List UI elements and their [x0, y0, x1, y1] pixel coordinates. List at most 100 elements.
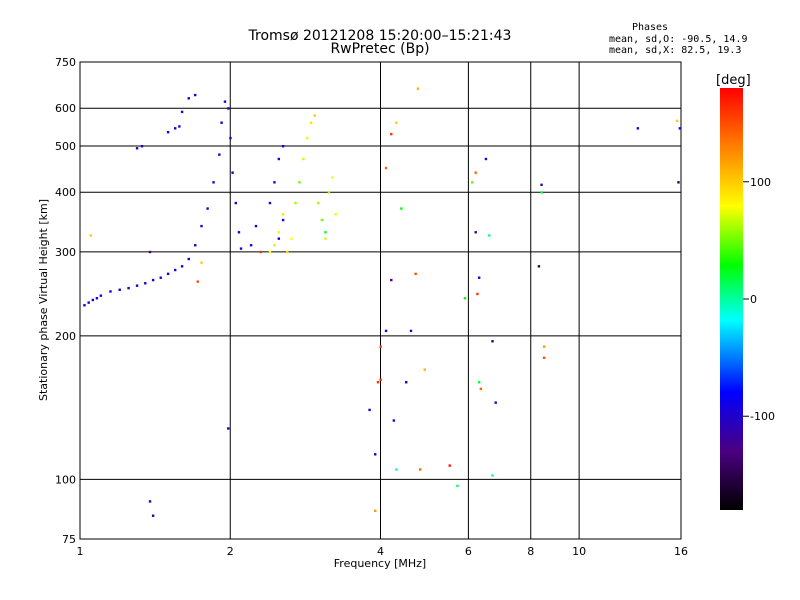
data-point	[448, 464, 451, 467]
data-point	[477, 381, 481, 384]
data-point	[237, 231, 241, 234]
chart-subtitle: RwPretec (Bp)	[330, 41, 429, 57]
x-tick-label: 6	[465, 545, 472, 558]
x-tick-label: 10	[572, 545, 586, 558]
data-point	[83, 304, 86, 307]
colorbar-gradient	[720, 88, 743, 510]
data-point	[281, 213, 285, 216]
data-point	[200, 261, 203, 264]
data-point	[173, 127, 177, 130]
colorbar: [deg] 100 0 -100	[716, 73, 775, 510]
data-point	[180, 110, 184, 114]
data-point	[180, 265, 184, 268]
data-point	[218, 153, 221, 156]
x-tick-label: 8	[527, 545, 534, 558]
data-point	[542, 356, 546, 360]
data-point	[151, 278, 155, 282]
data-point	[384, 166, 388, 170]
data-point	[456, 484, 459, 488]
y-tick-label: 400	[55, 186, 76, 199]
data-point	[268, 201, 272, 205]
data-point	[286, 250, 289, 254]
data-point	[334, 213, 337, 216]
data-point	[324, 237, 327, 240]
data-point	[89, 234, 92, 237]
data-point	[491, 340, 494, 343]
data-point	[409, 329, 413, 333]
data-point	[400, 207, 403, 210]
data-point	[118, 288, 121, 291]
data-point	[463, 297, 467, 300]
scatter-points	[83, 87, 682, 517]
data-point	[320, 218, 324, 222]
data-point	[374, 509, 377, 513]
x-axis-ticks: 1 2 4 6 8 10 16	[77, 545, 689, 558]
y-axis-label: Stationary phase Virtual Height [km]	[37, 199, 50, 401]
data-point	[392, 419, 396, 422]
data-point	[229, 136, 232, 140]
data-point	[491, 474, 494, 477]
data-point	[194, 93, 197, 97]
data-point	[414, 272, 417, 276]
data-point	[151, 514, 155, 517]
data-point	[488, 234, 491, 237]
data-point	[331, 176, 334, 179]
data-point	[239, 247, 243, 250]
data-point	[281, 144, 285, 148]
colorbar-tick-label: 100	[750, 176, 771, 189]
data-point	[187, 97, 190, 100]
y-tick-label: 500	[55, 140, 76, 153]
data-point	[259, 250, 262, 254]
data-point	[277, 237, 281, 240]
data-point	[390, 278, 393, 282]
data-point	[636, 127, 640, 130]
data-point	[148, 250, 152, 254]
data-point	[281, 218, 285, 222]
data-point	[540, 191, 543, 194]
data-point	[148, 500, 152, 503]
data-point	[173, 268, 177, 272]
data-point	[317, 201, 320, 205]
data-point	[395, 121, 398, 124]
data-point	[99, 294, 103, 297]
data-point	[187, 257, 190, 261]
stats-title: Phases	[632, 22, 668, 33]
plot-area	[79, 61, 682, 540]
data-point	[537, 265, 541, 268]
data-point	[298, 181, 301, 184]
data-point	[166, 272, 170, 276]
y-tick-label: 100	[55, 473, 76, 486]
data-point	[384, 329, 388, 333]
x-tick-label: 4	[377, 545, 384, 558]
data-point	[127, 286, 130, 290]
data-point	[231, 171, 234, 174]
data-point	[470, 181, 474, 184]
data-point	[324, 231, 327, 234]
data-point	[306, 136, 309, 140]
data-point	[376, 381, 380, 384]
x-tick-label: 2	[227, 545, 234, 558]
data-point	[675, 119, 679, 123]
data-point	[379, 345, 382, 348]
data-point	[206, 207, 209, 210]
data-point	[273, 244, 276, 247]
x-axis-label: Frequency [MHz]	[334, 557, 426, 570]
data-point	[302, 157, 305, 161]
x-tick-label: 1	[77, 545, 84, 558]
y-tick-label: 750	[55, 56, 76, 69]
data-point	[419, 468, 422, 471]
data-point	[277, 231, 281, 234]
y-tick-label: 200	[55, 330, 76, 343]
y-tick-label: 75	[62, 533, 76, 546]
data-point	[254, 224, 258, 228]
data-point	[313, 114, 316, 117]
data-point	[423, 368, 426, 371]
data-point	[220, 121, 223, 124]
data-point	[212, 181, 215, 184]
data-point	[234, 201, 238, 205]
data-point	[484, 157, 488, 161]
data-point	[268, 250, 272, 254]
data-point	[249, 244, 253, 247]
colorbar-ticks: 100 0 -100	[743, 176, 775, 423]
